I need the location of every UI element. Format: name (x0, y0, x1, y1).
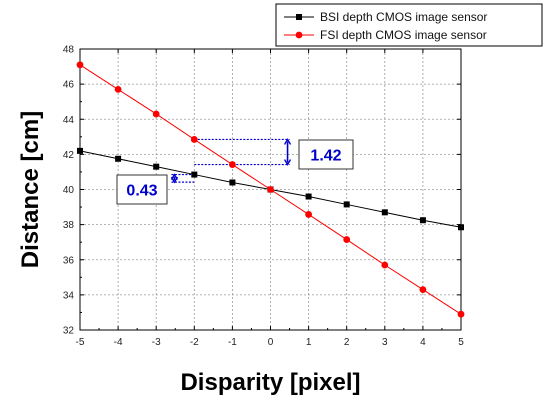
series-1-point (343, 201, 350, 208)
series-1-point (381, 209, 388, 216)
x-tick-label: 2 (344, 337, 350, 348)
series-2-point (457, 310, 465, 318)
series-1-point (191, 171, 198, 178)
annotation-2-label: 0.43 (126, 183, 157, 200)
legend-marker-1 (296, 14, 302, 20)
x-tick-label: -3 (152, 337, 161, 348)
series-1-point (115, 155, 122, 162)
series-2-point (190, 136, 198, 143)
annotation-labels: 1.42 0.43 (116, 139, 354, 205)
annotation-1-arrow-up (283, 138, 292, 145)
series-2-point (305, 211, 312, 218)
y-axis-label: Distance [cm] (17, 111, 44, 268)
y-tick-label: 32 (63, 326, 75, 337)
x-tick-label: -5 (76, 337, 85, 348)
x-tick-label: 0 (268, 337, 274, 348)
x-axis-label: Disparity [pixel] (180, 369, 360, 396)
annotation-2-label-box (116, 174, 168, 205)
series-1-point (229, 179, 236, 186)
x-tick-label: 4 (420, 337, 426, 348)
y-tick-label: 40 (63, 185, 75, 196)
x-tick-label: -2 (190, 337, 199, 348)
series-1-point (458, 224, 464, 231)
series-2-point (381, 261, 389, 269)
series-1-point (77, 147, 83, 154)
annotation-2-arrow-down (170, 176, 179, 184)
y-axis: 32 34 36 38 40 42 44 46 48 (63, 45, 461, 337)
x-tick-label: 1 (306, 337, 312, 348)
y-tick-label: 48 (63, 45, 75, 56)
annotation-1-label: 1.42 (310, 148, 341, 165)
x-tick-label: -1 (228, 337, 237, 348)
series-2-point (343, 236, 351, 243)
series-1-point (153, 163, 160, 170)
legend-box (275, 3, 543, 47)
x-axis: -5 -4 -3 -2 -1 0 1 2 3 4 5 (76, 49, 464, 348)
annotation-brackets (170, 138, 292, 184)
y-tick-label: 38 (63, 220, 75, 231)
series-1-point (419, 217, 426, 224)
series-2-point (152, 110, 160, 118)
legend-label-1: BSI depth CMOS image sensor (320, 10, 487, 24)
x-tick-label: -4 (114, 337, 123, 348)
annotation-1-arrow-down (283, 159, 292, 166)
y-tick-label: 42 (63, 150, 75, 161)
series-2-point (419, 286, 427, 294)
legend-label-2: FSI depth CMOS image sensor (320, 28, 487, 42)
y-tick-label: 36 (63, 255, 75, 266)
series-1-point (305, 193, 312, 200)
y-tick-label: 46 (63, 80, 75, 91)
series-2-point (267, 186, 274, 193)
annotation-1-label-box (298, 139, 354, 170)
x-tick-label: 5 (458, 337, 464, 348)
x-tick-label: 3 (382, 337, 388, 348)
series-2-point (229, 161, 236, 168)
y-tick-label: 34 (63, 290, 75, 301)
series-2-point (76, 61, 84, 69)
series-layer (76, 61, 465, 318)
y-tick-label: 44 (63, 115, 75, 126)
legend-marker-2 (295, 31, 303, 39)
grid (80, 49, 461, 330)
series-2-point (114, 85, 122, 93)
legend: BSI depth CMOS image sensor FSI depth CMO… (275, 3, 543, 47)
